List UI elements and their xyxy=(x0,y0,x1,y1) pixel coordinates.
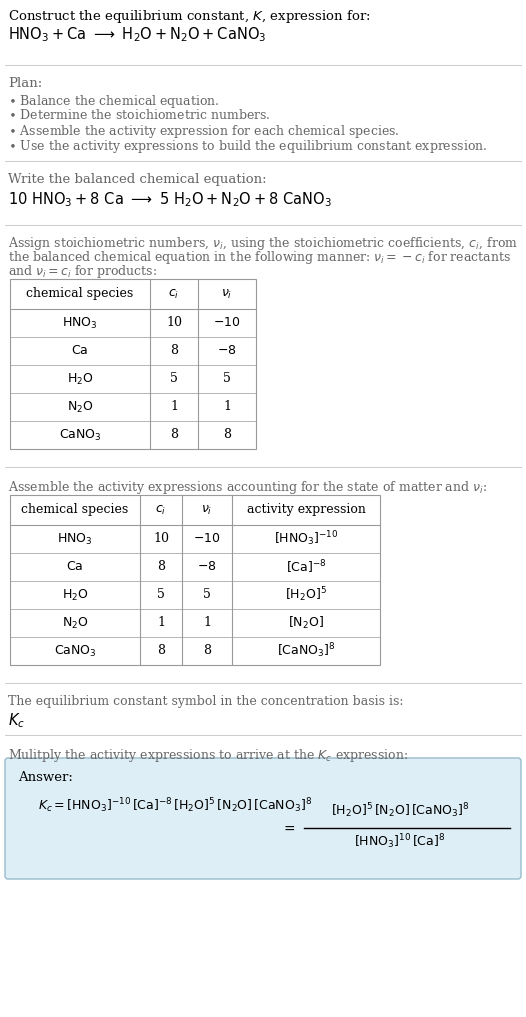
Text: $\mathrm{H_2O}$: $\mathrm{H_2O}$ xyxy=(67,371,93,386)
Text: Assemble the activity expressions accounting for the state of matter and $\nu_i$: Assemble the activity expressions accoun… xyxy=(8,479,487,496)
Text: the balanced chemical equation in the following manner: $\nu_i = -c_i$ for react: the balanced chemical equation in the fo… xyxy=(8,249,511,266)
Text: $\nu_i$: $\nu_i$ xyxy=(201,503,213,517)
Text: 5: 5 xyxy=(203,589,211,601)
Text: $c_i$: $c_i$ xyxy=(168,288,180,301)
Text: 10: 10 xyxy=(166,316,182,330)
Text: and $\nu_i = c_i$ for products:: and $\nu_i = c_i$ for products: xyxy=(8,263,157,280)
Bar xyxy=(10,279,256,448)
Text: Answer:: Answer: xyxy=(18,771,73,784)
Text: 8: 8 xyxy=(170,345,178,358)
Text: $[\mathrm{H_2O}]^{5}\,[\mathrm{N_2O}]\,[\mathrm{CaNO_3}]^{8}$: $[\mathrm{H_2O}]^{5}\,[\mathrm{N_2O}]\,[… xyxy=(331,801,469,820)
Text: $-10$: $-10$ xyxy=(193,533,221,545)
Text: $\mathrm{10\ HNO_3 + 8\ Ca\ \longrightarrow\ 5\ H_2O + N_2O + 8\ CaNO_3}$: $\mathrm{10\ HNO_3 + 8\ Ca\ \longrightar… xyxy=(8,190,332,208)
Text: $\bullet$ Determine the stoichiometric numbers.: $\bullet$ Determine the stoichiometric n… xyxy=(8,108,270,122)
Text: 8: 8 xyxy=(157,560,165,574)
Text: $[\mathrm{Ca}]^{-8}$: $[\mathrm{Ca}]^{-8}$ xyxy=(286,558,326,576)
Text: $\mathrm{HNO_3}$: $\mathrm{HNO_3}$ xyxy=(57,532,93,546)
Text: $\mathrm{CaNO_3}$: $\mathrm{CaNO_3}$ xyxy=(54,644,96,659)
Text: $\mathrm{HNO_3}$: $\mathrm{HNO_3}$ xyxy=(62,315,98,331)
Text: $K_c = [\mathrm{HNO_3}]^{-10}\,[\mathrm{Ca}]^{-8}\,[\mathrm{H_2O}]^{5}\,[\mathrm: $K_c = [\mathrm{HNO_3}]^{-10}\,[\mathrm{… xyxy=(38,796,312,815)
Text: 5: 5 xyxy=(157,589,165,601)
Text: $-10$: $-10$ xyxy=(213,316,241,330)
Text: The equilibrium constant symbol in the concentration basis is:: The equilibrium constant symbol in the c… xyxy=(8,695,403,708)
Text: $\mathrm{CaNO_3}$: $\mathrm{CaNO_3}$ xyxy=(59,427,102,442)
Text: $\mathrm{Ca}$: $\mathrm{Ca}$ xyxy=(66,560,84,574)
Text: Construct the equilibrium constant, $K$, expression for:: Construct the equilibrium constant, $K$,… xyxy=(8,8,371,25)
Bar xyxy=(10,495,380,665)
Text: $K_c$: $K_c$ xyxy=(8,711,25,730)
Text: 1: 1 xyxy=(170,401,178,414)
Text: Assign stoichiometric numbers, $\nu_i$, using the stoichiometric coefficients, $: Assign stoichiometric numbers, $\nu_i$, … xyxy=(8,235,518,252)
Text: chemical species: chemical species xyxy=(26,288,134,300)
Text: $\nu_i$: $\nu_i$ xyxy=(221,288,232,301)
Text: $\bullet$ Use the activity expressions to build the equilibrium constant express: $\bullet$ Use the activity expressions t… xyxy=(8,138,488,155)
Text: $-8$: $-8$ xyxy=(197,560,217,574)
Text: Plan:: Plan: xyxy=(8,77,42,89)
Text: $c_i$: $c_i$ xyxy=(155,503,167,517)
Text: $\mathrm{N_2O}$: $\mathrm{N_2O}$ xyxy=(67,400,93,415)
Text: 8: 8 xyxy=(223,428,231,441)
Text: 10: 10 xyxy=(153,533,169,545)
Text: $\bullet$ Assemble the activity expression for each chemical species.: $\bullet$ Assemble the activity expressi… xyxy=(8,123,400,140)
Text: 1: 1 xyxy=(157,616,165,630)
Text: $-8$: $-8$ xyxy=(217,345,237,358)
Text: $\mathrm{Ca}$: $\mathrm{Ca}$ xyxy=(72,345,89,358)
Text: Mulitply the activity expressions to arrive at the $K_c$ expression:: Mulitply the activity expressions to arr… xyxy=(8,747,408,764)
Text: $\mathrm{H_2O}$: $\mathrm{H_2O}$ xyxy=(62,588,88,602)
FancyBboxPatch shape xyxy=(5,758,521,879)
Text: 8: 8 xyxy=(157,645,165,658)
Text: $\mathrm{HNO_3 + Ca\ \longrightarrow\ H_2O + N_2O + CaNO_3}$: $\mathrm{HNO_3 + Ca\ \longrightarrow\ H_… xyxy=(8,25,266,44)
Text: $[\mathrm{CaNO_3}]^{8}$: $[\mathrm{CaNO_3}]^{8}$ xyxy=(277,642,335,660)
Text: $\mathrm{N_2O}$: $\mathrm{N_2O}$ xyxy=(62,615,88,631)
Text: Write the balanced chemical equation:: Write the balanced chemical equation: xyxy=(8,173,267,186)
Text: 8: 8 xyxy=(203,645,211,658)
Text: 5: 5 xyxy=(223,372,231,385)
Text: chemical species: chemical species xyxy=(22,503,129,517)
Text: $[\mathrm{HNO_3}]^{-10}$: $[\mathrm{HNO_3}]^{-10}$ xyxy=(274,530,338,548)
Text: $\bullet$ Balance the chemical equation.: $\bullet$ Balance the chemical equation. xyxy=(8,93,220,110)
Text: $[\mathrm{H_2O}]^{5}$: $[\mathrm{H_2O}]^{5}$ xyxy=(285,586,327,604)
Text: 1: 1 xyxy=(223,401,231,414)
Text: $=$: $=$ xyxy=(280,821,296,835)
Text: $[\mathrm{HNO_3}]^{10}\,[\mathrm{Ca}]^{8}$: $[\mathrm{HNO_3}]^{10}\,[\mathrm{Ca}]^{8… xyxy=(355,832,446,850)
Text: activity expression: activity expression xyxy=(247,503,366,517)
Text: 8: 8 xyxy=(170,428,178,441)
Text: 5: 5 xyxy=(170,372,178,385)
Text: $[\mathrm{N_2O}]$: $[\mathrm{N_2O}]$ xyxy=(288,615,324,632)
Text: 1: 1 xyxy=(203,616,211,630)
